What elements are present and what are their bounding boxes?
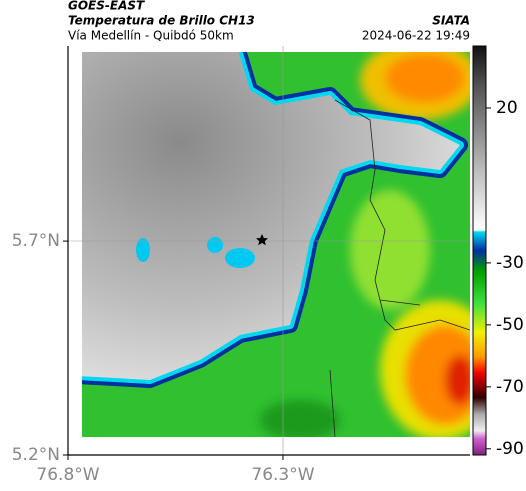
- colorbar: [472, 45, 487, 456]
- lon-tick-label: 76.8°W: [36, 465, 99, 485]
- timestamp: 2024-06-22 19:49: [362, 29, 470, 43]
- colorbar-tick-label: 20: [496, 98, 518, 118]
- lat-tick-label: 5.2°N: [12, 445, 60, 465]
- satellite-image: [82, 52, 470, 437]
- colorbar-tick-label: -70: [496, 377, 524, 397]
- colorbar-tick-label: -90: [496, 439, 524, 459]
- satellite: GOES-EAST: [68, 0, 145, 13]
- source: SIATA: [432, 14, 470, 28]
- product: Temperatura de Brillo CH13: [68, 14, 255, 28]
- colorbar-tick-label: -50: [496, 315, 524, 335]
- lat-tick-label: 5.7°N: [12, 231, 60, 251]
- lon-tick-label: 76.3°W: [251, 465, 314, 485]
- colorbar-tick-label: -30: [496, 253, 524, 273]
- route: Vía Medellín - Quibdó 50km: [68, 29, 234, 43]
